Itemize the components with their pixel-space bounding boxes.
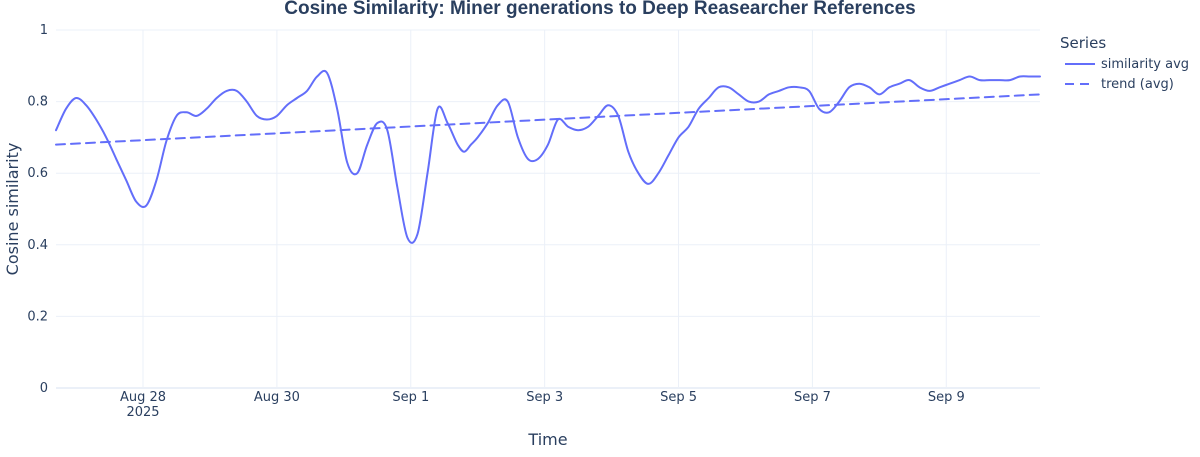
x-tick-label: Sep 5 [660, 390, 697, 405]
y-tick-label: 0.4 [27, 238, 48, 253]
y-axis-title: Cosine similarity [3, 143, 22, 276]
legend-title: Series [1060, 34, 1106, 52]
legend-label-similarity-avg[interactable]: similarity avg [1101, 57, 1189, 72]
y-tick-label: 0.2 [27, 309, 48, 324]
series-layer [55, 69, 1041, 244]
x-axis-title: Time [527, 430, 567, 449]
x-tick-year-label: 2025 [126, 405, 159, 420]
x-tick-label: Aug 30 [254, 390, 300, 405]
legend-label-trend-avg[interactable]: trend (avg) [1101, 77, 1174, 92]
y-tick-label: 1 [40, 23, 48, 38]
legend[interactable]: Series similarity avg trend (avg) [1060, 34, 1189, 92]
y-tick-label: 0.6 [27, 166, 48, 181]
x-tick-label: Aug 28 [120, 390, 166, 405]
y-tick-label: 0.8 [27, 95, 48, 110]
chart-title: Cosine Similarity: Miner generations to … [284, 0, 915, 19]
series-line-trend-avg [55, 93, 1041, 146]
x-tick-label: Sep 7 [794, 390, 831, 405]
grid-layer [56, 29, 1040, 388]
x-tick-label: Sep 3 [526, 390, 563, 405]
x-tick-label: Sep 1 [392, 390, 429, 405]
y-tick-label: 0 [40, 381, 48, 396]
axis-layer: 0 0.2 0.4 0.6 0.8 1 Aug 28 Aug 30 Sep 1 Sep 3 Sep … [27, 23, 1040, 420]
x-tick-label: Sep 9 [928, 390, 965, 405]
series-line-similarity-avg [55, 69, 1041, 244]
